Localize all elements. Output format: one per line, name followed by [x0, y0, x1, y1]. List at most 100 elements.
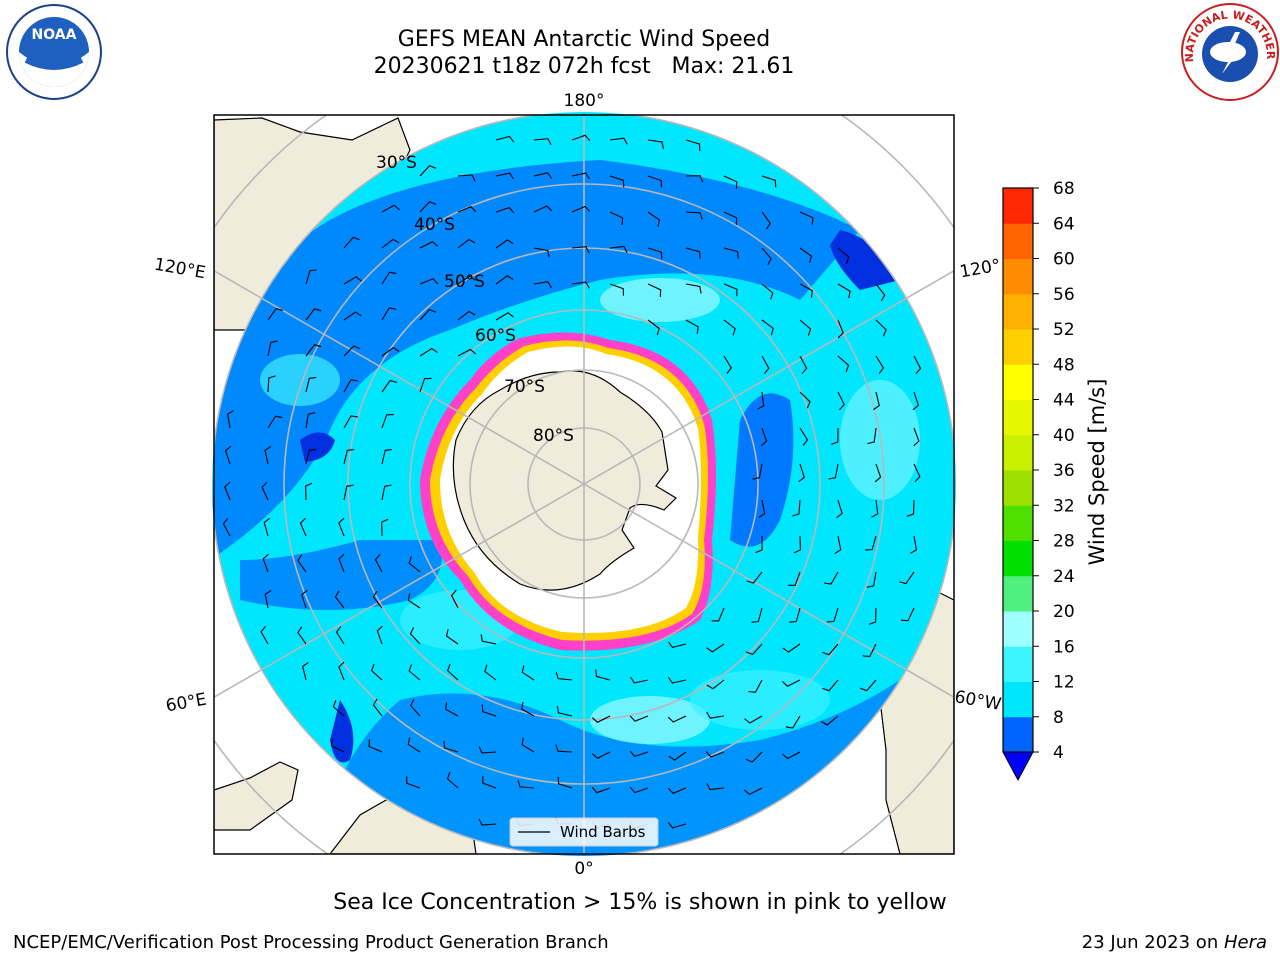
colorbar-tick-label: 16 — [1053, 637, 1075, 657]
wind-barb — [629, 750, 649, 758]
wind-barb — [761, 319, 774, 336]
sea-ice-caption: Sea Ice Concentration > 15% is shown in … — [333, 890, 947, 915]
wind-barb — [723, 247, 739, 259]
wind-barb — [865, 535, 877, 551]
wind-barb — [555, 744, 573, 753]
lon-label-0: 0° — [574, 859, 593, 879]
wind-barb — [913, 463, 921, 483]
wind-barb — [381, 379, 398, 393]
wind-barb — [533, 247, 550, 258]
wind-barb — [260, 626, 269, 645]
wind-barb — [305, 482, 313, 501]
wind-barb — [267, 415, 283, 429]
wind-barb — [419, 201, 437, 213]
wind-barb — [343, 379, 358, 393]
wind-barb — [302, 661, 309, 681]
wind-barb — [457, 275, 476, 285]
wind-barb — [343, 276, 362, 285]
wind-barb — [723, 175, 738, 189]
wind-barb — [799, 319, 812, 336]
wind-barb — [705, 751, 725, 758]
lat-label-60s: 60°S — [475, 326, 516, 346]
wind-barb — [495, 275, 514, 285]
wind-barb — [343, 345, 361, 357]
wind-barb — [781, 679, 801, 687]
wind-barb — [723, 283, 738, 297]
wind-barb — [837, 247, 850, 264]
wind-barb — [906, 499, 915, 517]
wind-barb — [264, 446, 272, 465]
wind-barb — [571, 205, 591, 213]
colorbar-tick-label: 32 — [1053, 496, 1075, 516]
wind-barb — [788, 571, 801, 586]
wind-barb — [381, 518, 389, 537]
lon-label-60e: 60°E — [164, 690, 208, 717]
wind-barb — [408, 664, 421, 681]
wind-barb — [222, 517, 231, 537]
colorbar-tick-label: 64 — [1053, 214, 1075, 234]
wind-barb — [495, 135, 515, 143]
wind-barb — [343, 484, 354, 501]
wind-barb — [824, 571, 839, 585]
wind-barb — [745, 751, 763, 763]
wind-barb — [305, 376, 317, 393]
wind-barb — [647, 211, 661, 227]
wind-barb — [495, 239, 514, 249]
colorbar-tick-label: 52 — [1053, 320, 1075, 340]
wind-barb — [343, 311, 362, 321]
graticule — [214, 115, 954, 854]
wind-barb — [647, 139, 665, 149]
colorbar-tick-label: 12 — [1053, 673, 1075, 693]
wind-barb — [685, 283, 702, 294]
wind-barb — [760, 427, 768, 447]
wind-barb — [533, 138, 552, 146]
colorbar-tick-label: 40 — [1053, 426, 1075, 446]
wind-barb — [752, 463, 763, 480]
wind-barb — [792, 499, 801, 517]
wind-barb — [381, 484, 392, 501]
colorbar-tick-label: 60 — [1053, 250, 1075, 270]
wind-barb — [297, 554, 307, 573]
wind-barb — [381, 204, 400, 213]
wind-barb — [748, 679, 763, 693]
wind-barb — [647, 175, 663, 188]
wind-barb — [837, 283, 851, 299]
wind-barb — [874, 463, 882, 483]
wind-barb — [871, 499, 879, 518]
wind-barb — [446, 772, 459, 789]
wind-barb — [757, 391, 765, 410]
wind-barb — [457, 310, 476, 321]
wind-barb — [875, 319, 887, 337]
colorbar-cell — [1003, 611, 1033, 647]
wind-barb — [836, 499, 843, 519]
wind-barb — [875, 283, 886, 302]
colorbar-tick-label: 56 — [1053, 285, 1075, 305]
wind-barb — [761, 211, 771, 230]
wind-barb — [521, 702, 535, 717]
wind-barb — [445, 702, 459, 717]
wind-barb — [629, 715, 649, 722]
wind-barb — [746, 571, 763, 584]
wind-barb — [647, 247, 663, 260]
wind-barb — [912, 391, 920, 411]
wind-barb — [443, 740, 459, 753]
wind-barb — [409, 627, 421, 645]
wind-barb — [629, 786, 649, 794]
wind-barb — [860, 679, 877, 692]
wind-barb — [781, 751, 801, 760]
wind-barb — [419, 377, 432, 393]
wind-barb — [723, 319, 736, 336]
colorbar-cell — [1003, 575, 1033, 612]
footer-host: Hera — [1223, 932, 1267, 953]
wind-barb — [343, 415, 359, 429]
lon-label-60w: 60°W — [953, 687, 1003, 715]
wind-barb — [262, 553, 269, 573]
wind-barb — [799, 427, 809, 446]
colorbar-cell — [1003, 223, 1033, 259]
wind-barb — [419, 241, 439, 249]
wind-barb — [867, 427, 877, 445]
wind-barb — [381, 271, 397, 285]
wind-barb — [338, 661, 345, 681]
lat-label-30s: 30°S — [376, 153, 417, 173]
